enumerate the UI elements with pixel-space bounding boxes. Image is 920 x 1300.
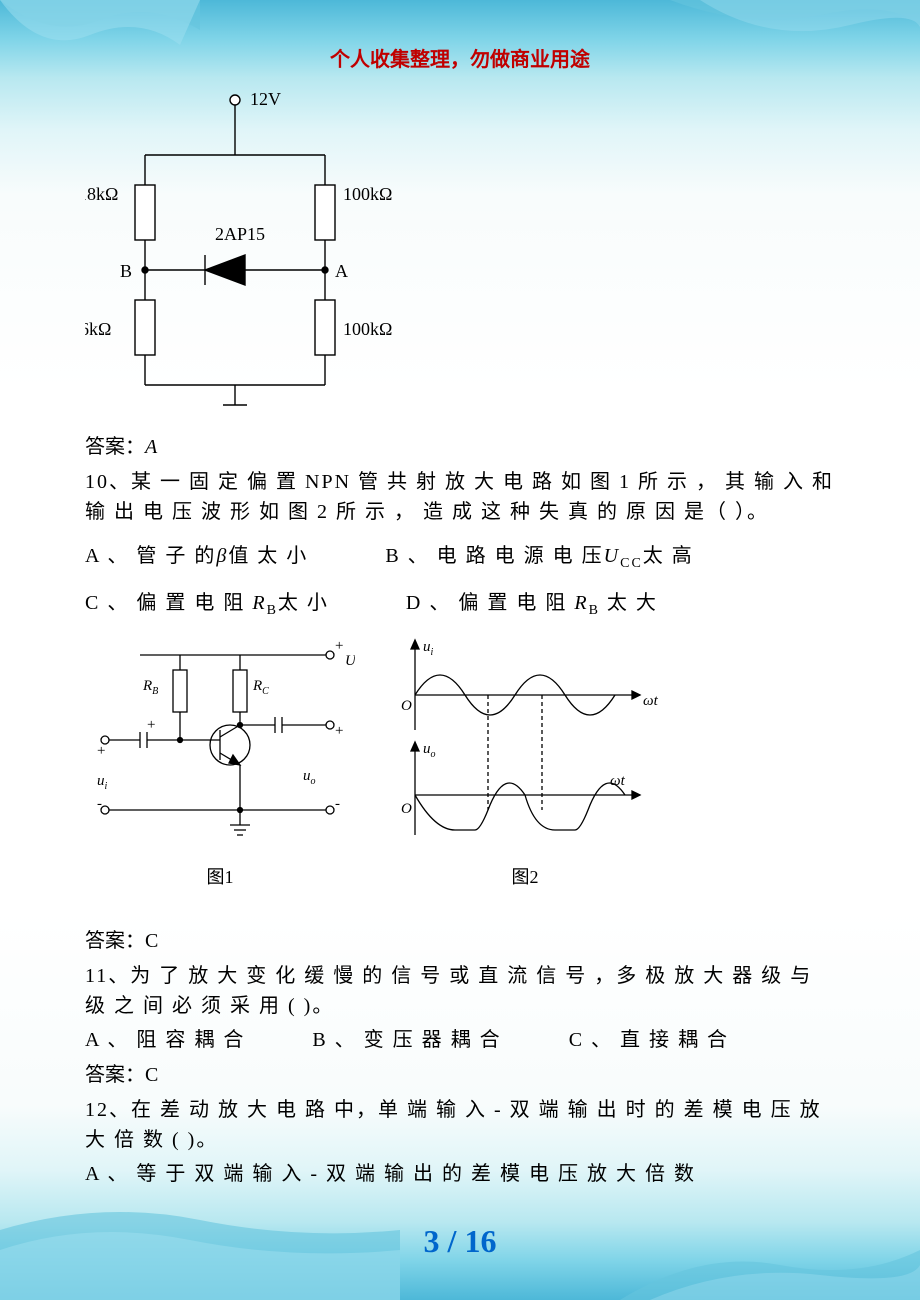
fig1-caption: 图1 — [85, 864, 355, 891]
q11-num: 11、 — [85, 965, 130, 987]
amplifier-circuit-svg: + UCC RB RC — [85, 635, 355, 845]
answer-value: C — [145, 1064, 158, 1086]
q10-text: 10、某 一 固 定 偏 置 NPN 管 共 射 放 大 电 路 如 图 1 所… — [85, 467, 835, 527]
voltage-label: 12V — [250, 89, 281, 109]
bridge-circuit-diagram: 12V 18kΩ 100kΩ 2AP15 — [85, 85, 835, 424]
resistor-label: 100kΩ — [343, 184, 392, 204]
answer-prefix: 答案： — [85, 930, 145, 952]
q10-figures: + UCC RB RC — [85, 635, 835, 891]
page-number: 3 / 16 — [0, 1223, 920, 1260]
q10-body: 某 一 固 定 偏 置 NPN 管 共 射 放 大 电 路 如 图 1 所 示 … — [85, 471, 834, 523]
q11-option-b: B 、 变 压 器 耦 合 — [312, 1029, 501, 1051]
svg-text:+: + — [147, 717, 155, 733]
answer-prefix: 答案： — [85, 1064, 145, 1086]
q9-answer: 答案：A — [85, 432, 835, 462]
q11-options: A 、 阻 容 耦 合 B 、 变 压 器 耦 合 C 、 直 接 耦 合 — [85, 1025, 835, 1055]
figure-1-container: + UCC RB RC — [85, 635, 355, 891]
svg-text:uo: uo — [303, 768, 316, 787]
q10-option-b: B 、 电 路 电 源 电 压UCC太 高 — [385, 541, 693, 574]
svg-text:ui: ui — [423, 639, 434, 658]
svg-text:+: + — [335, 723, 343, 739]
resistor-label: 18kΩ — [85, 184, 118, 204]
svg-text:-: - — [97, 796, 102, 812]
figure-2-container: ui O ωt uo O ωt — [385, 635, 665, 891]
svg-text:RC: RC — [252, 678, 269, 697]
diode-label: 2AP15 — [215, 224, 265, 244]
answer-value: A — [145, 436, 157, 458]
svg-text:ui: ui — [97, 773, 108, 792]
q10-option-a: A 、 管 子 的β值 太 小 — [85, 541, 308, 571]
bridge-circuit-svg: 12V 18kΩ 100kΩ 2AP15 — [85, 85, 415, 415]
answer-value: C — [145, 930, 158, 952]
q11-text: 11、为 了 放 大 变 化 缓 慢 的 信 号 或 直 流 信 号 ，多 极 … — [85, 961, 835, 1021]
q10-options-ab: A 、 管 子 的β值 太 小 B 、 电 路 电 源 电 压UCC太 高 — [85, 541, 835, 574]
resistor-label: 6kΩ — [85, 319, 111, 339]
svg-text:-: - — [335, 796, 340, 812]
svg-text:ωt: ωt — [643, 693, 659, 709]
fig2-caption: 图2 — [385, 864, 665, 891]
q11-option-c: C 、 直 接 耦 合 — [569, 1029, 729, 1051]
node-a-label: A — [335, 261, 348, 281]
q10-answer: 答案：C — [85, 926, 835, 956]
svg-text:RB: RB — [142, 678, 158, 697]
svg-text:+: + — [97, 743, 105, 759]
svg-text:+: + — [335, 638, 343, 654]
svg-text:O: O — [401, 698, 412, 714]
svg-text:uo: uo — [423, 741, 436, 760]
q12-num: 12、 — [85, 1099, 131, 1121]
q12-body: 在 差 动 放 大 电 路 中，单 端 输 入 - 双 端 输 出 时 的 差 … — [85, 1099, 822, 1151]
answer-prefix: 答案： — [85, 436, 145, 458]
q11-option-a: A 、 阻 容 耦 合 — [85, 1029, 245, 1051]
q10-options-cd: C 、 偏 置 电 阻 RB太 小 D 、 偏 置 电 阻 RB 太 大 — [85, 588, 835, 621]
node-b-label: B — [120, 261, 132, 281]
svg-text:O: O — [401, 801, 412, 817]
q11-body: 为 了 放 大 变 化 缓 慢 的 信 号 或 直 流 信 号 ，多 极 放 大… — [85, 965, 812, 1017]
q12-text: 12、在 差 动 放 大 电 路 中，单 端 输 入 - 双 端 输 出 时 的… — [85, 1095, 835, 1155]
q12-option-a: A 、 等 于 双 端 输 入 - 双 端 输 出 的 差 模 电 压 放 大 … — [85, 1159, 835, 1189]
q11-answer: 答案：C — [85, 1060, 835, 1090]
q10-num: 10、 — [85, 471, 131, 493]
q10-option-c: C 、 偏 置 电 阻 RB太 小 — [85, 588, 329, 621]
q10-option-d: D 、 偏 置 电 阻 RB 太 大 — [406, 588, 658, 621]
page-content: 个人收集整理，勿做商业用途 12V 18kΩ 100kΩ — [0, 0, 920, 1253]
waveform-svg: ui O ωt uo O ωt — [385, 635, 665, 845]
resistor-label: 100kΩ — [343, 319, 392, 339]
svg-text:UCC: UCC — [345, 653, 355, 672]
page-header: 个人收集整理，勿做商业用途 — [85, 45, 835, 75]
